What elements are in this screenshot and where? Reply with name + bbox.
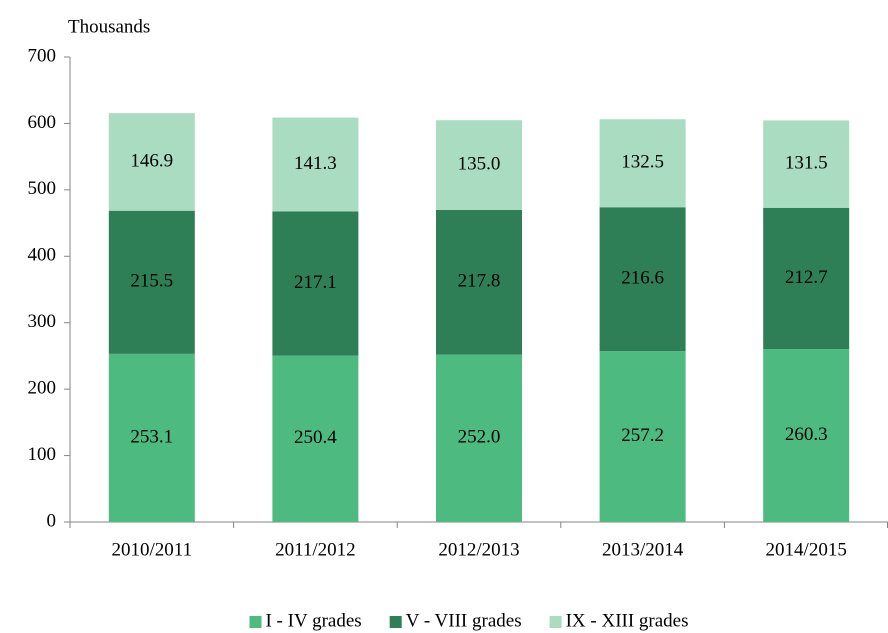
y-tick-label: 700 <box>28 45 57 66</box>
x-tick-label: 2014/2015 <box>766 539 847 560</box>
data-label: 252.0 <box>458 427 501 448</box>
y-axis-label: Thousands <box>68 16 150 37</box>
y-tick-label: 500 <box>28 178 57 199</box>
data-label: 131.5 <box>785 152 828 173</box>
y-tick-label: 400 <box>28 245 57 266</box>
data-label: 217.1 <box>294 272 337 293</box>
data-label: 260.3 <box>785 424 828 445</box>
bar-segment <box>436 209 522 355</box>
data-label: 253.1 <box>130 426 173 447</box>
data-label: 250.4 <box>294 427 337 448</box>
bar-segment <box>599 351 686 522</box>
bar-segment <box>108 210 195 354</box>
x-tick-label: 2011/2012 <box>275 539 356 560</box>
bar-segment <box>436 354 522 522</box>
y-tick-label: 200 <box>28 378 57 399</box>
bar-segment <box>108 113 195 211</box>
bar-segment <box>108 353 195 522</box>
bar-segment <box>599 207 686 352</box>
x-tick-label: 2013/2014 <box>602 539 684 560</box>
legend-label: V - VIII grades <box>406 610 522 631</box>
bar-segment <box>272 211 359 356</box>
legend-swatch <box>549 616 562 628</box>
bar-segment <box>272 117 359 212</box>
bar-segment <box>763 120 850 208</box>
data-label: 141.3 <box>294 153 337 174</box>
bar-segment <box>436 120 522 210</box>
legend-label: I - IV grades <box>265 610 361 631</box>
legend-label: IX - XIII grades <box>566 610 689 631</box>
bar-segment <box>272 355 359 522</box>
legend-swatch <box>389 616 402 628</box>
y-tick-label: 300 <box>28 311 57 332</box>
data-label: 146.9 <box>130 150 173 171</box>
data-label: 257.2 <box>621 425 664 446</box>
data-label: 217.8 <box>458 271 501 292</box>
data-label: 212.7 <box>785 267 828 288</box>
bar-segment <box>763 349 850 522</box>
y-tick-label: 100 <box>28 444 57 465</box>
y-tick-label: 0 <box>47 510 57 531</box>
legend-swatch <box>249 616 262 628</box>
x-tick-label: 2010/2011 <box>112 539 193 560</box>
y-tick-label: 600 <box>28 112 57 133</box>
data-label: 132.5 <box>621 152 664 173</box>
x-tick-label: 2012/2013 <box>438 539 519 560</box>
data-label: 135.0 <box>458 153 501 174</box>
data-label: 215.5 <box>130 271 173 292</box>
data-label: 216.6 <box>621 268 664 289</box>
bar-segment <box>763 207 850 350</box>
bar-segment <box>599 119 686 208</box>
